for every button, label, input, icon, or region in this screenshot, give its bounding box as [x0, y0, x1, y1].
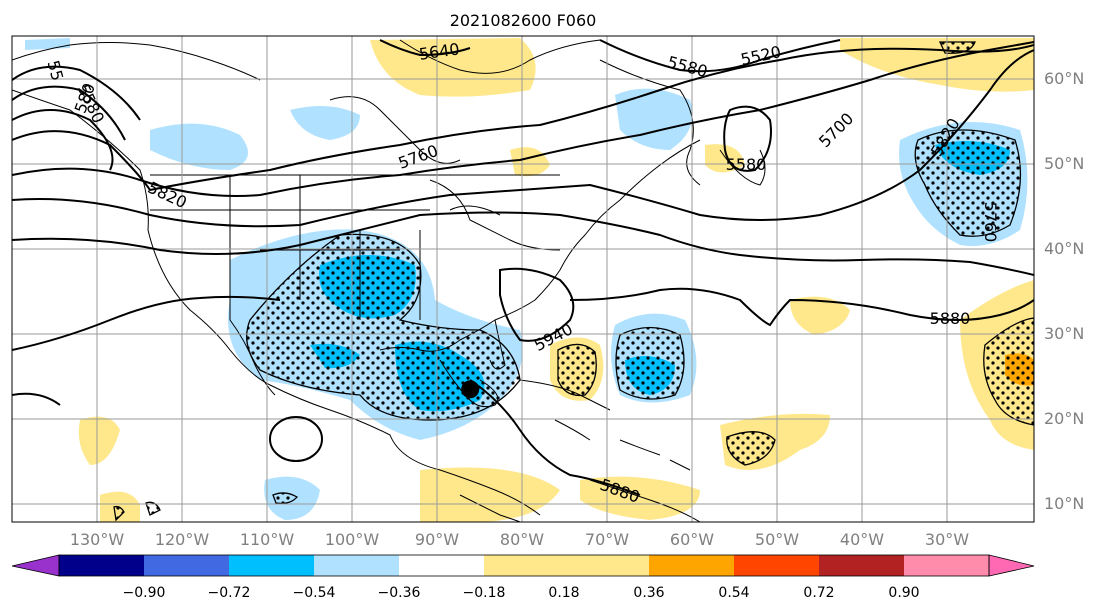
map-background — [12, 36, 1034, 522]
coastlines-and-borders — [12, 39, 766, 522]
lon-tick: 80°W — [500, 530, 544, 549]
colorbar: −0.90 −0.72 −0.54 −0.36 −0.18 0.18 0.36 … — [11, 554, 1035, 601]
lon-tick: 120°W — [155, 530, 210, 549]
lon-tick: 60°W — [670, 530, 714, 549]
latitude-labels: 60°N 50°N 40°N 30°N 20°N 10°N — [1044, 69, 1084, 513]
lon-tick: 90°W — [415, 530, 459, 549]
colorbar-segment — [399, 555, 484, 576]
contour-label: 55 — [44, 58, 68, 83]
colorbar-tick: −0.18 — [463, 585, 506, 601]
lon-tick: 30°W — [925, 530, 969, 549]
colorbar-tick: −0.72 — [208, 585, 251, 601]
colorbar-segment — [229, 555, 314, 576]
lon-tick: 70°W — [585, 530, 629, 549]
colorbar-tick: −0.54 — [293, 585, 336, 601]
significance-stippling — [113, 41, 1034, 522]
lat-tick: 10°N — [1044, 494, 1084, 513]
lat-tick: 40°N — [1044, 239, 1084, 258]
colorbar-segment — [904, 555, 989, 576]
lon-tick: 50°W — [755, 530, 799, 549]
lon-tick: 130°W — [70, 530, 125, 549]
colorbar-tick: 0.72 — [803, 585, 834, 601]
contour-label: 5760 — [981, 202, 1000, 243]
colorbar-tick: −0.36 — [378, 585, 421, 601]
colorbar-segment — [819, 555, 904, 576]
contour-label: 5580 — [726, 155, 767, 174]
contour-label: 5880 — [930, 309, 971, 328]
colorbar-tick: 0.54 — [718, 585, 749, 601]
gridlines — [12, 36, 1034, 522]
colorbar-frame — [58, 554, 990, 577]
colorbar-segment — [649, 555, 734, 576]
colorbar-segment — [144, 555, 229, 576]
colorbar-tick: −0.90 — [123, 585, 166, 601]
colorbar-segment — [314, 555, 399, 576]
contour-closed-features — [269, 379, 641, 496]
lon-tick: 40°W — [840, 530, 884, 549]
map-frame — [11, 35, 1035, 523]
colorbar-tick: 0.36 — [633, 585, 664, 601]
map-title: 2021082600 F060 — [450, 11, 597, 30]
colorbar-segment — [734, 555, 819, 576]
lat-tick: 30°N — [1044, 324, 1084, 343]
height-contours — [12, 39, 1034, 406]
colorbar-tick: 0.90 — [888, 585, 919, 601]
colorbar-segment — [484, 555, 649, 576]
storm-center-marker — [461, 380, 480, 399]
lon-tick: 100°W — [325, 530, 380, 549]
colorbar-tick: 0.18 — [548, 585, 579, 601]
lon-tick: 110°W — [240, 530, 295, 549]
colorbar-high-extend-triangle — [988, 554, 1035, 577]
lat-tick: 50°N — [1044, 154, 1084, 173]
colorbar-segment — [59, 555, 144, 576]
map-area: 5640 5580 5520 5580 5700 5760 5820 5880 … — [12, 36, 1034, 522]
lat-tick: 60°N — [1044, 69, 1084, 88]
lat-tick: 20°N — [1044, 409, 1084, 428]
colorbar-low-extend-triangle — [11, 554, 60, 577]
longitude-labels: 130°W 120°W 110°W 100°W 90°W 80°W 70°W 6… — [70, 530, 969, 549]
